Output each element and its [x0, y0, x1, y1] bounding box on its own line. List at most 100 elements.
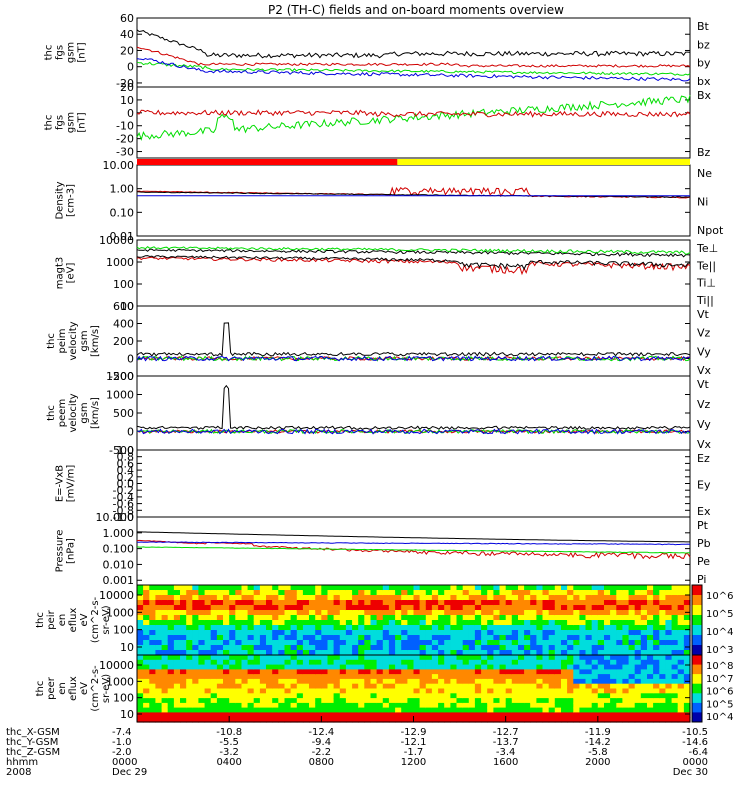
spectrogram-cell	[683, 712, 691, 718]
series-peim_velocity-Vt	[136, 322, 691, 357]
spectrogram-cell	[665, 702, 673, 709]
spectrogram-cell	[210, 625, 218, 631]
spectrogram-cell	[634, 659, 642, 666]
spectrogram-cell	[604, 615, 611, 621]
spectrogram-cell	[462, 590, 470, 596]
spectrogram-cell	[604, 678, 611, 685]
spectrogram-cell	[640, 707, 648, 713]
spectrogram-cell	[665, 590, 673, 596]
spectrogram-cell	[481, 605, 488, 611]
spectrogram-cell	[597, 615, 605, 621]
spectrogram-cell	[137, 659, 144, 666]
colorbar-segment	[692, 655, 702, 666]
spectrogram-cell	[223, 664, 230, 670]
spectrogram-cell	[487, 664, 494, 670]
spectrogram-cell	[186, 635, 193, 641]
y-tick-label: 10000	[99, 659, 134, 672]
spectrogram-cell	[413, 712, 421, 718]
spectrogram-cell	[401, 674, 408, 680]
spectrogram-cell	[585, 625, 593, 631]
spectrogram-cell	[548, 664, 556, 670]
spectrogram-cell	[591, 693, 599, 699]
spectrogram-cell	[413, 635, 421, 641]
spectrogram-cell	[376, 688, 384, 694]
spectrogram-cell	[431, 717, 439, 723]
spectrogram-cell	[481, 659, 488, 666]
spectrogram-cell	[542, 688, 550, 694]
spectrogram-cell	[604, 683, 611, 690]
spectrogram-cell	[591, 640, 599, 646]
spectrogram-cell	[505, 650, 513, 656]
spectrogram-cell	[542, 610, 550, 616]
spectrogram-cell	[388, 702, 396, 709]
spectrogram-cell	[450, 678, 458, 685]
spectrogram-cell	[628, 717, 636, 723]
spectrogram-cell	[634, 620, 642, 626]
spectrogram-cell	[597, 590, 605, 596]
spectrogram-cell	[352, 717, 359, 723]
y-tick-label: 0.010	[103, 558, 135, 571]
spectrogram-cell	[339, 640, 347, 646]
spectrogram-cell	[499, 635, 507, 641]
spectrogram-cell	[284, 678, 292, 685]
spectrogram-cell	[302, 707, 310, 713]
spectrogram-cell	[468, 610, 476, 616]
spectrogram-cell	[444, 664, 451, 670]
spectrogram-cell	[180, 605, 187, 611]
spectrogram-cell	[266, 664, 273, 670]
spectrogram-cell	[444, 585, 451, 591]
spectrogram-cell	[382, 688, 390, 694]
spectrogram-cell	[284, 600, 292, 606]
spectrogram-cell	[309, 650, 316, 656]
spectrogram-cell	[241, 717, 249, 723]
spectrogram-cell	[554, 664, 562, 670]
legend-fgs_angles-Bx: Bx	[697, 89, 712, 102]
spectrogram-cell	[204, 605, 212, 611]
spectrogram-cell	[671, 650, 679, 656]
spectrogram-cell	[173, 600, 181, 606]
spectrogram-cell	[284, 702, 292, 709]
spectrogram-cell	[309, 674, 316, 680]
spectrogram-cell	[653, 712, 660, 718]
spectrogram-cell	[671, 615, 679, 621]
spectrogram-cell	[419, 659, 427, 666]
spectrogram-cell	[468, 605, 476, 611]
spectrogram-cell	[456, 664, 464, 670]
spectrogram-cell	[579, 702, 587, 709]
spectrogram-cell	[425, 698, 433, 704]
spectrogram-cell	[345, 630, 353, 636]
spectrogram-cell	[370, 674, 378, 680]
spectrogram-cell	[192, 630, 199, 636]
spectrogram-cell	[395, 625, 402, 631]
spectrogram-cell	[548, 707, 556, 713]
y-tick-label: -0.6	[113, 498, 134, 511]
spectrogram-cell	[536, 625, 544, 631]
spectrogram-cell	[167, 630, 175, 636]
spectrogram-cell	[665, 655, 673, 661]
spectrogram-cell	[653, 600, 660, 606]
spectrogram-cell	[302, 625, 310, 631]
spectrogram-cell	[229, 702, 236, 709]
spectrogram-cell	[554, 683, 562, 690]
spectrogram-cell	[345, 659, 353, 666]
spectrogram-cell	[137, 650, 144, 656]
spectrogram-cell	[591, 702, 599, 709]
spectrogram-cell	[315, 688, 322, 694]
spectrogram-cell	[481, 702, 488, 709]
spectrogram-cell	[585, 615, 593, 621]
spectrogram-cell	[462, 625, 470, 631]
spectrogram-cell	[216, 595, 224, 601]
spectrogram-cell	[456, 590, 464, 596]
spectrogram-cell	[554, 640, 562, 646]
y-axis-label: peir	[46, 609, 57, 629]
spectrogram-cell	[530, 702, 537, 709]
x-row-value: -12.1	[401, 737, 427, 748]
spectrogram-cell	[155, 683, 163, 690]
x-row-value: -10.5	[682, 727, 708, 738]
spectrogram-cell	[591, 688, 599, 694]
spectrogram-cell	[186, 659, 193, 666]
spectrogram-cell	[309, 585, 316, 591]
spectrogram-cell	[474, 655, 482, 661]
spectrogram-cell	[382, 620, 390, 626]
spectrogram-cell	[272, 655, 279, 661]
